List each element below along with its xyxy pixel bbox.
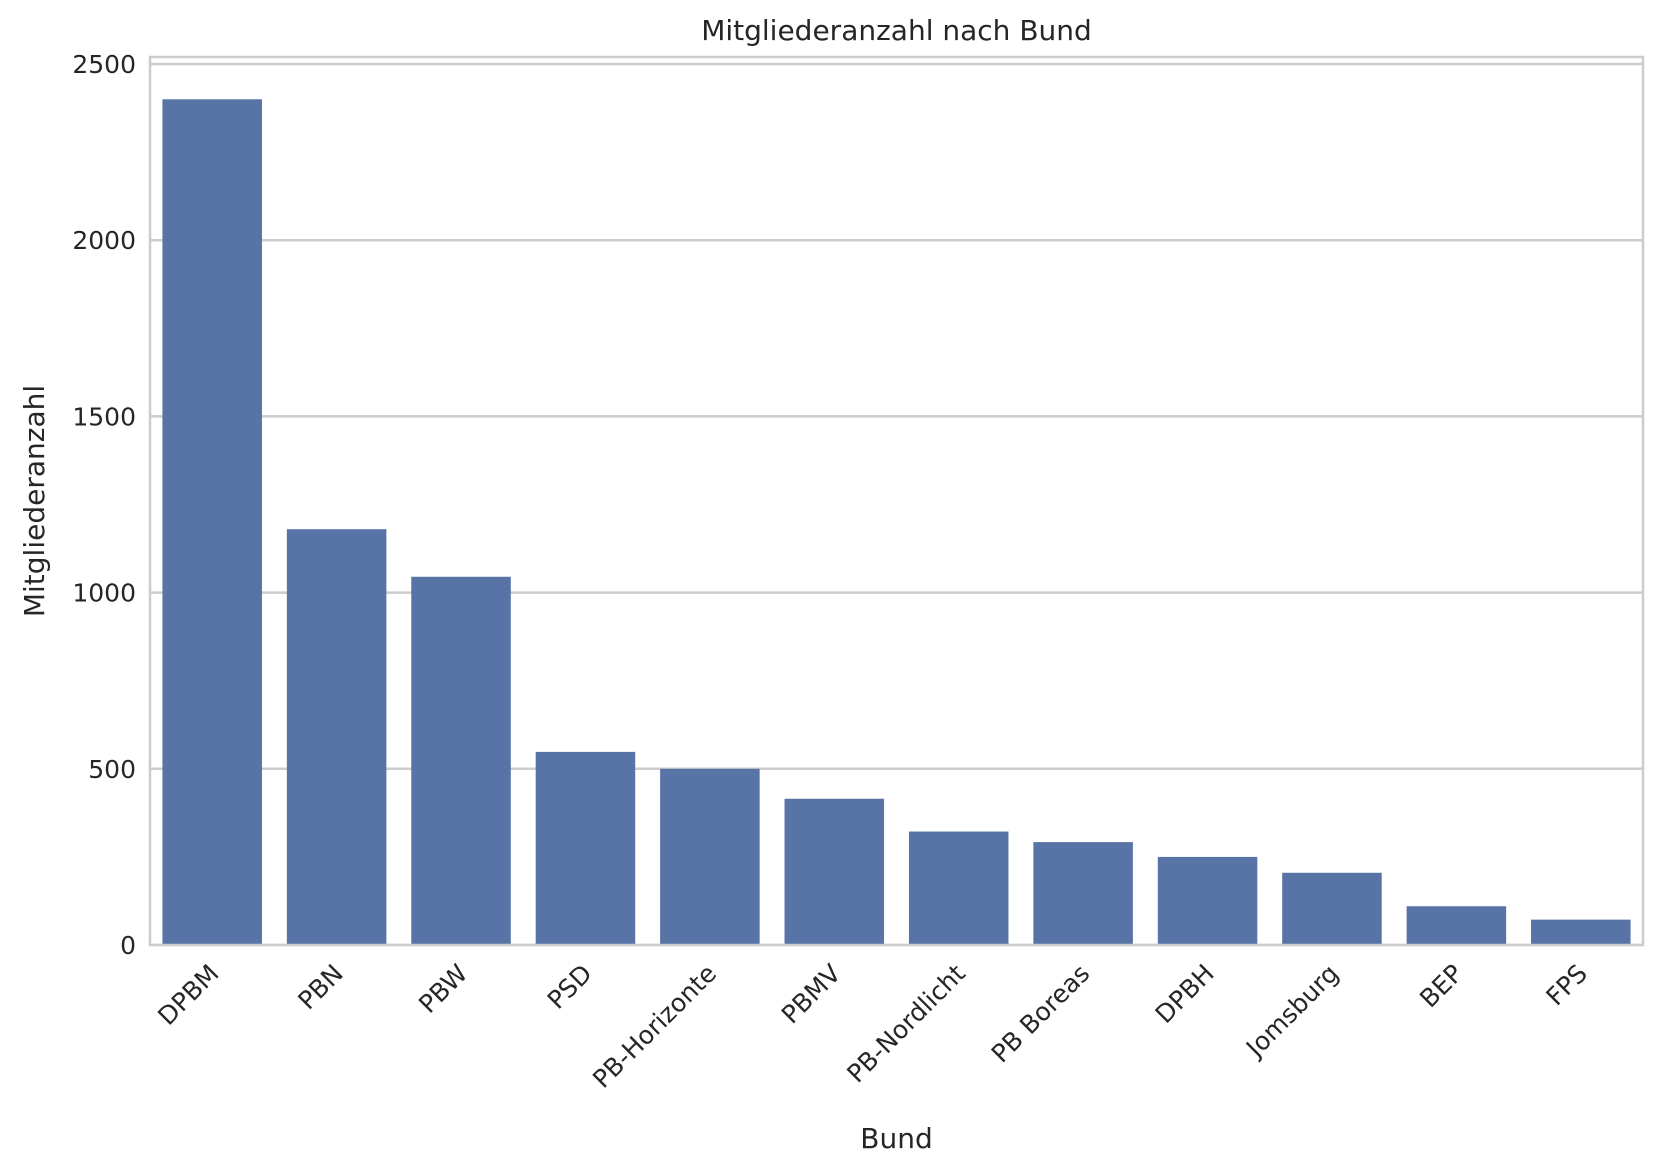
bar-fps [1531, 919, 1631, 945]
y-tick-label: 2500 [72, 50, 136, 79]
bar-pb-horizonte [660, 768, 760, 945]
y-tick-label: 0 [120, 931, 136, 960]
chart-title: Mitgliederanzahl nach Bund [701, 14, 1092, 47]
plot-frame [148, 55, 1645, 947]
bar-bep [1406, 906, 1507, 945]
y-tick-labels: 0 500 1000 1500 2000 2500 [72, 50, 136, 960]
x-tick-label: PBMV [776, 959, 847, 1030]
x-tick-label: PB-Nordlicht [841, 959, 971, 1089]
bar-pb-nordlicht [908, 831, 1009, 945]
x-tick-label: PB Boreas [986, 959, 1096, 1069]
x-tick-label: PBN [292, 959, 349, 1016]
bar-jomsburg [1282, 872, 1382, 945]
y-tick-label: 2000 [72, 226, 136, 255]
x-tick-label: BEP [1414, 959, 1468, 1013]
y-tick-label: 1500 [72, 402, 136, 431]
x-tick-label: DPBH [1150, 959, 1220, 1029]
y-axis-label: Mitgliederanzahl [18, 385, 51, 617]
bar-pbmv [784, 798, 885, 945]
bars [162, 99, 1631, 946]
bar-pbn [286, 529, 387, 945]
x-tick-label: FPS [1540, 959, 1593, 1012]
x-tick-label: PBW [413, 959, 473, 1019]
bar-pb-boreas [1033, 842, 1133, 945]
x-tick-label: PB-Horizonte [587, 959, 722, 1094]
y-tick-label: 500 [88, 755, 136, 784]
bar-psd [535, 751, 636, 945]
bar-dpbh [1157, 856, 1258, 945]
y-tick-label: 1000 [72, 579, 136, 608]
x-tick-label: DPBM [152, 959, 224, 1031]
x-tick-label: PSD [542, 959, 598, 1015]
x-tick-label: Jomsburg [1239, 959, 1344, 1064]
x-axis-label: Bund [860, 1122, 932, 1155]
bar-dpbm [162, 99, 262, 946]
bar-pbw [411, 576, 511, 945]
